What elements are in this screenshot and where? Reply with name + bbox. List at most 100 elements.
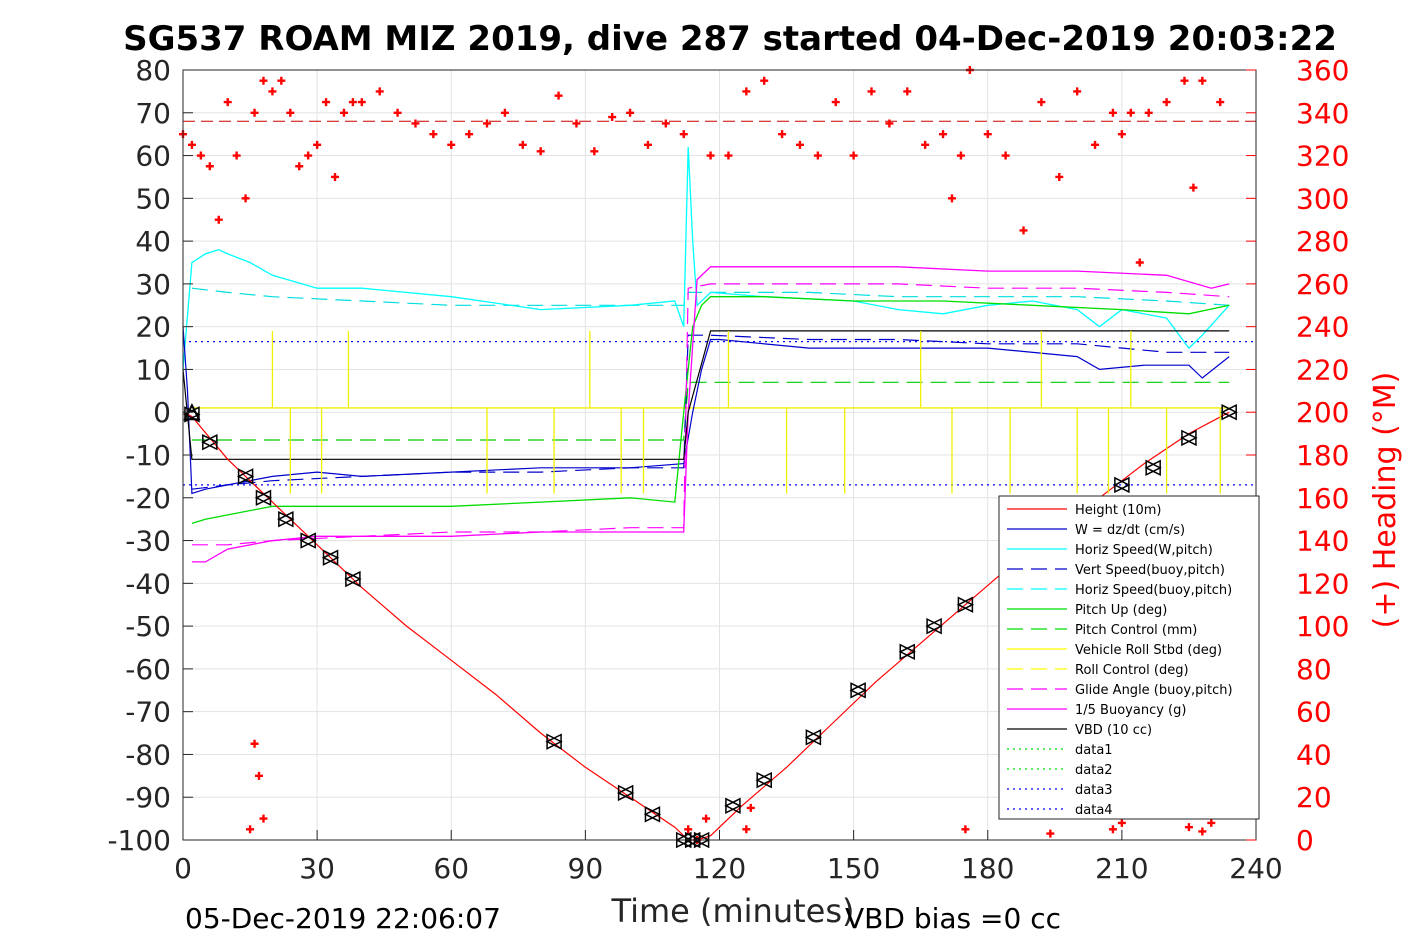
marker-right xyxy=(756,771,773,789)
x-tick-label: 0 xyxy=(174,852,192,885)
heading-point xyxy=(684,825,693,834)
heading-point xyxy=(1117,130,1126,139)
heading-point xyxy=(849,151,858,160)
legend: Height (10m) W = dz/dt (cm/s) Horiz Speed(… xyxy=(998,495,1260,820)
heading-point xyxy=(518,140,527,149)
y2-tick-label: 220 xyxy=(1296,353,1349,386)
heading-point xyxy=(250,108,259,117)
series-line-w xyxy=(182,326,1230,495)
marker-left xyxy=(201,433,218,451)
marker-left xyxy=(236,468,254,485)
legend-label: Horiz Speed(W,pitch) xyxy=(1075,543,1213,558)
marker-left xyxy=(299,532,316,549)
y-tick-label: 20 xyxy=(135,311,171,344)
marker-left xyxy=(898,643,916,660)
marker-left xyxy=(277,510,294,528)
heading-point xyxy=(961,825,970,834)
legend-label: Horiz Speed(buoy,pitch) xyxy=(1075,583,1232,598)
x-tick-label: 210 xyxy=(1095,852,1148,885)
marker-left xyxy=(321,549,339,566)
heading-point xyxy=(259,814,268,823)
heading-point xyxy=(268,87,277,96)
y-tick-label: -40 xyxy=(125,567,171,600)
y2-tick-label: 120 xyxy=(1296,567,1349,600)
y2-tick-label: 60 xyxy=(1296,696,1332,729)
heading-point xyxy=(1180,76,1189,85)
heading-point xyxy=(608,113,617,122)
marker-left xyxy=(925,617,942,635)
y-tick-label: 80 xyxy=(135,54,171,87)
y2-tick-label: 300 xyxy=(1296,182,1349,215)
heading-point xyxy=(187,140,196,149)
y2-tick-label: 240 xyxy=(1296,311,1349,344)
legend-label: data3 xyxy=(1075,783,1113,798)
legend-label: Height (10m) xyxy=(1075,503,1161,518)
marker-left xyxy=(1113,476,1130,494)
legend-label: data4 xyxy=(1075,803,1113,818)
x-tick-label: 150 xyxy=(827,852,880,885)
heading-point xyxy=(867,87,876,96)
marker-left xyxy=(344,570,361,588)
heading-point xyxy=(813,151,822,160)
series-line-vert-speed-buoy xyxy=(191,334,1230,490)
heading-point xyxy=(1019,226,1028,235)
y2-tick-label: 180 xyxy=(1296,439,1349,472)
heading-point xyxy=(643,140,652,149)
heading-point xyxy=(447,140,456,149)
heading-point xyxy=(1198,76,1207,85)
heading-point xyxy=(304,151,313,160)
series-layer xyxy=(182,120,1256,841)
x-axis-label: Time (minutes) xyxy=(611,892,855,930)
heading-point xyxy=(214,215,223,224)
marker-left xyxy=(804,729,822,746)
y-tick-label: -30 xyxy=(125,525,171,558)
marker-left xyxy=(254,489,272,506)
series-line-buoyancy xyxy=(191,266,1230,563)
series-line-pitch xyxy=(191,296,1230,525)
heading-point xyxy=(1037,98,1046,107)
y-axis-right: 3603403203002802602402202001801601401201… xyxy=(1246,54,1349,857)
y-tick-label: 70 xyxy=(135,97,171,130)
heading-point xyxy=(429,130,438,139)
y-axis-right-label: (+) Heading (°M) xyxy=(1368,372,1403,629)
heading-point xyxy=(947,194,956,203)
heading-point xyxy=(590,147,599,156)
marker-left xyxy=(755,771,772,789)
legend-label: Vert Speed(buoy,pitch) xyxy=(1075,563,1225,578)
heading-point xyxy=(702,814,711,823)
y-tick-label: 40 xyxy=(135,225,171,258)
x-tick-label: 30 xyxy=(299,852,335,885)
heading-point xyxy=(277,76,286,85)
y2-tick-label: 20 xyxy=(1296,781,1332,814)
y-tick-label: 30 xyxy=(135,268,171,301)
marker-layer xyxy=(183,402,1238,849)
heading-point xyxy=(255,771,264,780)
series-line-horiz-speed-buoy xyxy=(191,287,1230,306)
heading-point xyxy=(322,98,331,107)
heading-point xyxy=(1162,98,1171,107)
series-line-horiz-speed xyxy=(182,146,1230,370)
heading-point xyxy=(679,130,688,139)
y-tick-label: -100 xyxy=(107,824,171,857)
heading-point xyxy=(939,130,948,139)
heading-point xyxy=(760,76,769,85)
footer-timestamp: 05-Dec-2019 22:06:07 xyxy=(185,902,501,935)
y-tick-label: -70 xyxy=(125,696,171,729)
legend-label: Vehicle Roll Stbd (deg) xyxy=(1075,643,1222,658)
marker-left xyxy=(545,733,562,750)
heading-point xyxy=(572,119,581,128)
y-tick-label: 10 xyxy=(135,353,171,386)
heading-point xyxy=(1144,108,1153,117)
heading-point xyxy=(1117,818,1126,827)
heading-point xyxy=(232,151,241,160)
y2-tick-label: 280 xyxy=(1296,225,1349,258)
heading-point xyxy=(956,151,965,160)
heading-point xyxy=(536,147,545,156)
heading-point xyxy=(295,162,304,171)
heading-point xyxy=(411,119,420,128)
heading-point xyxy=(313,140,322,149)
heading-point xyxy=(331,172,340,181)
marker-left xyxy=(1220,404,1237,421)
heading-point xyxy=(1073,87,1082,96)
heading-point xyxy=(1198,827,1207,836)
